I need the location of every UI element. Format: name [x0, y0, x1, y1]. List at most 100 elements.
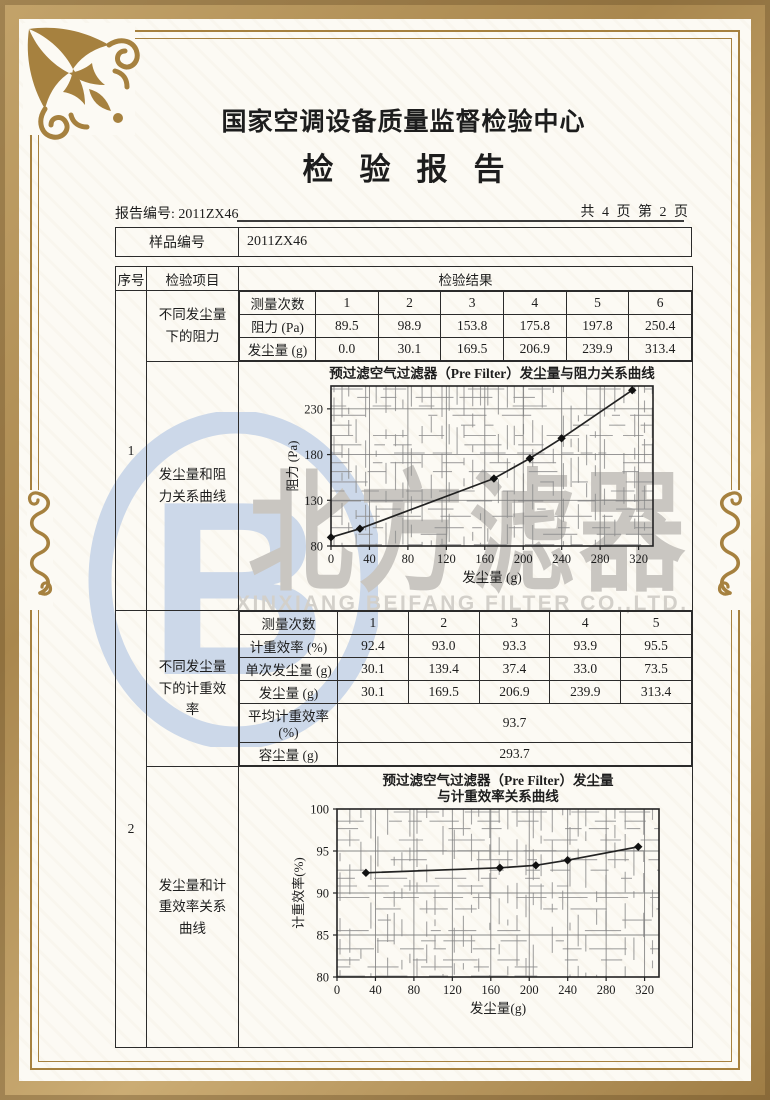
svg-text:240: 240: [552, 552, 571, 566]
corner-ornament-icon: [23, 959, 141, 1077]
svg-text:发尘量(g): 发尘量(g): [470, 1001, 526, 1016]
svg-text:320: 320: [635, 983, 654, 997]
table-cell: 37.4: [478, 657, 551, 681]
svg-text:80: 80: [402, 552, 415, 566]
resistance-result-cell: 测量次数 1 2 3 4 5 6 阻力 (Pa) 89.5 98.9 153.8 175.8 197.8…: [238, 290, 693, 362]
table-row: 计重效率 (%) 92.4 93.0 93.3 93.9 95.5: [239, 634, 692, 658]
table-cell: 89.5: [315, 314, 379, 338]
resistance-data-table: 测量次数 1 2 3 4 5 6 阻力 (Pa) 89.5 98.9 153.8 175.8 197.8…: [239, 291, 692, 361]
svg-text:280: 280: [597, 983, 616, 997]
report-number: 报告编号: 2011ZX46: [115, 207, 239, 222]
svg-text:120: 120: [437, 552, 456, 566]
table-cell: 93.3: [478, 634, 551, 658]
table-cell: 4: [502, 291, 567, 315]
svg-text:120: 120: [443, 983, 462, 997]
svg-text:80: 80: [317, 971, 330, 985]
efficiency-result-cell: 测量次数 1 2 3 4 5 计重效率 (%) 92.4 93.0 93.3 93.9 95.5 单次发…: [238, 610, 693, 767]
table-row: 发尘量 (g) 30.1 169.5 206.9 239.9 313.4: [239, 680, 692, 704]
table-cell: 93.9: [549, 634, 622, 658]
svg-text:0: 0: [334, 983, 340, 997]
table-cell: 3: [440, 291, 504, 315]
svg-text:40: 40: [363, 552, 376, 566]
table-cell: 平均计重效率 (%): [239, 703, 338, 743]
page-count: 共 4 页 第 2 页: [580, 205, 690, 220]
resistance-curve-chart: 0 40 80 120 160 200 240 280 320 80 130 180 230 预过滤空气过…: [285, 366, 655, 585]
svg-text:240: 240: [558, 983, 577, 997]
table-row: 发尘量和阻力关系曲线 0 40 80 120 160 200 240 280 320 80 130 1…: [116, 361, 693, 611]
table-row: 2 不同发尘量下的计重效率 测量次数 1 2 3 4 5 计重效率 (%) 92.4 93.0 9…: [115, 610, 693, 1048]
table-cell: 0.0: [315, 337, 379, 361]
svg-text:80: 80: [311, 540, 324, 554]
table-cell: 2: [377, 291, 442, 315]
svg-text:280: 280: [591, 552, 610, 566]
svg-text:预过滤空气过滤器（Pre Filter）发尘量: 预过滤空气过滤器（Pre Filter）发尘量: [382, 773, 614, 788]
table-cell: 33.0: [549, 657, 622, 681]
meta-underline: [237, 220, 684, 222]
svg-text:95: 95: [317, 845, 330, 859]
table-cell: 197.8: [565, 314, 630, 338]
inspection-results-table: 序号 检验项目 检验结果 1 不同发尘量下的阻力 测量次数 1 2 3 4 5 6 阻力 (P…: [115, 266, 693, 1048]
table-cell: 93.7: [337, 703, 692, 743]
item-efficiency-curve-label: 发尘量和计重效率关系曲线: [146, 766, 239, 1048]
table-cell: 6: [628, 291, 692, 315]
table-row: 阻力 (Pa) 89.5 98.9 153.8 175.8 197.8 250.4: [239, 314, 692, 338]
table-cell: 发尘量 (g): [239, 680, 338, 704]
svg-text:320: 320: [629, 552, 648, 566]
table-cell: 30.1: [337, 680, 409, 704]
center-name-title: 国家空调设备质量监督检验中心: [221, 108, 586, 136]
table-cell: 293.7: [337, 742, 692, 766]
side-scroll-ornament-icon: [27, 490, 53, 610]
table-cell: 测量次数: [239, 291, 316, 315]
table-cell: 1: [337, 611, 409, 635]
svg-text:130: 130: [304, 494, 323, 508]
table-cell: 169.5: [407, 680, 480, 704]
table-row: 1 不同发尘量下的阻力 测量次数 1 2 3 4 5 6 阻力 (Pa) 89.5 98.9 153…: [115, 290, 693, 611]
report-meta-line: 报告编号: 2011ZX46 共 4 页 第 2 页: [115, 201, 692, 222]
document-content: 国家空调设备质量监督检验中心 检验报告 报告编号: 2011ZX46 共 4 页…: [115, 0, 693, 1048]
resistance-chart-cell: 0 40 80 120 160 200 240 280 320 80 130 180 230 预过滤空气过…: [238, 361, 693, 611]
table-cell: 169.5: [440, 337, 504, 361]
efficiency-data-table: 测量次数 1 2 3 4 5 计重效率 (%) 92.4 93.0 93.3 93.9 95.5 单次发…: [239, 611, 692, 766]
corner-ornament-icon: [629, 23, 747, 141]
table-cell: 容尘量 (g): [239, 742, 338, 766]
table-cell: 30.1: [337, 657, 409, 681]
corner-ornament-icon: [629, 959, 747, 1077]
table-cell: 阻力 (Pa): [239, 314, 316, 338]
svg-text:85: 85: [317, 929, 330, 943]
table-cell: 98.9: [377, 314, 442, 338]
table-row: 发尘量 (g) 0.0 30.1 169.5 206.9 239.9 313.4: [239, 337, 692, 361]
svg-text:阻力 (Pa): 阻力 (Pa): [285, 441, 300, 492]
svg-text:80: 80: [408, 983, 421, 997]
table-cell: 5: [620, 611, 692, 635]
svg-text:200: 200: [514, 552, 533, 566]
side-scroll-ornament-icon: [717, 490, 743, 610]
table-cell: 139.4: [407, 657, 480, 681]
table-cell: 95.5: [620, 634, 692, 658]
report-title: 检验报告: [302, 152, 531, 187]
section-1-seq: 1: [115, 290, 147, 611]
svg-text:40: 40: [369, 983, 382, 997]
table-cell: 单次发尘量 (g): [239, 657, 338, 681]
svg-text:预过滤空气过滤器（Pre Filter）发尘量与阻力关系曲线: 预过滤空气过滤器（Pre Filter）发尘量与阻力关系曲线: [329, 366, 655, 381]
svg-text:230: 230: [304, 402, 323, 416]
table-row: 发尘量和计重效率关系曲线 0 40 80 120 160 200 240 280 320 80 85…: [116, 766, 693, 1048]
svg-text:100: 100: [310, 803, 329, 817]
table-cell: 93.0: [407, 634, 480, 658]
table-cell: 1: [315, 291, 379, 315]
table-header-row: 序号 检验项目 检验结果: [115, 266, 693, 291]
svg-text:90: 90: [317, 887, 330, 901]
table-row: 单次发尘量 (g) 30.1 139.4 37.4 33.0 73.5: [239, 657, 692, 681]
svg-text:160: 160: [475, 552, 494, 566]
table-row: 测量次数 1 2 3 4 5 6: [239, 291, 692, 315]
header-item: 检验项目: [146, 266, 239, 291]
table-cell: 计重效率 (%): [239, 634, 338, 658]
table-row: 样品编号 2011ZX46: [115, 227, 692, 257]
sample-number-table: 样品编号 2011ZX46: [115, 227, 692, 257]
svg-text:0: 0: [328, 552, 334, 566]
efficiency-curve-chart: 0 40 80 120 160 200 240 280 320 80 85 90 95 100 预过滤空气过…: [291, 773, 660, 1016]
table-cell: 313.4: [620, 680, 692, 704]
table-cell: 250.4: [628, 314, 692, 338]
table-cell: 5: [565, 291, 630, 315]
sample-number-label: 样品编号: [115, 227, 239, 257]
